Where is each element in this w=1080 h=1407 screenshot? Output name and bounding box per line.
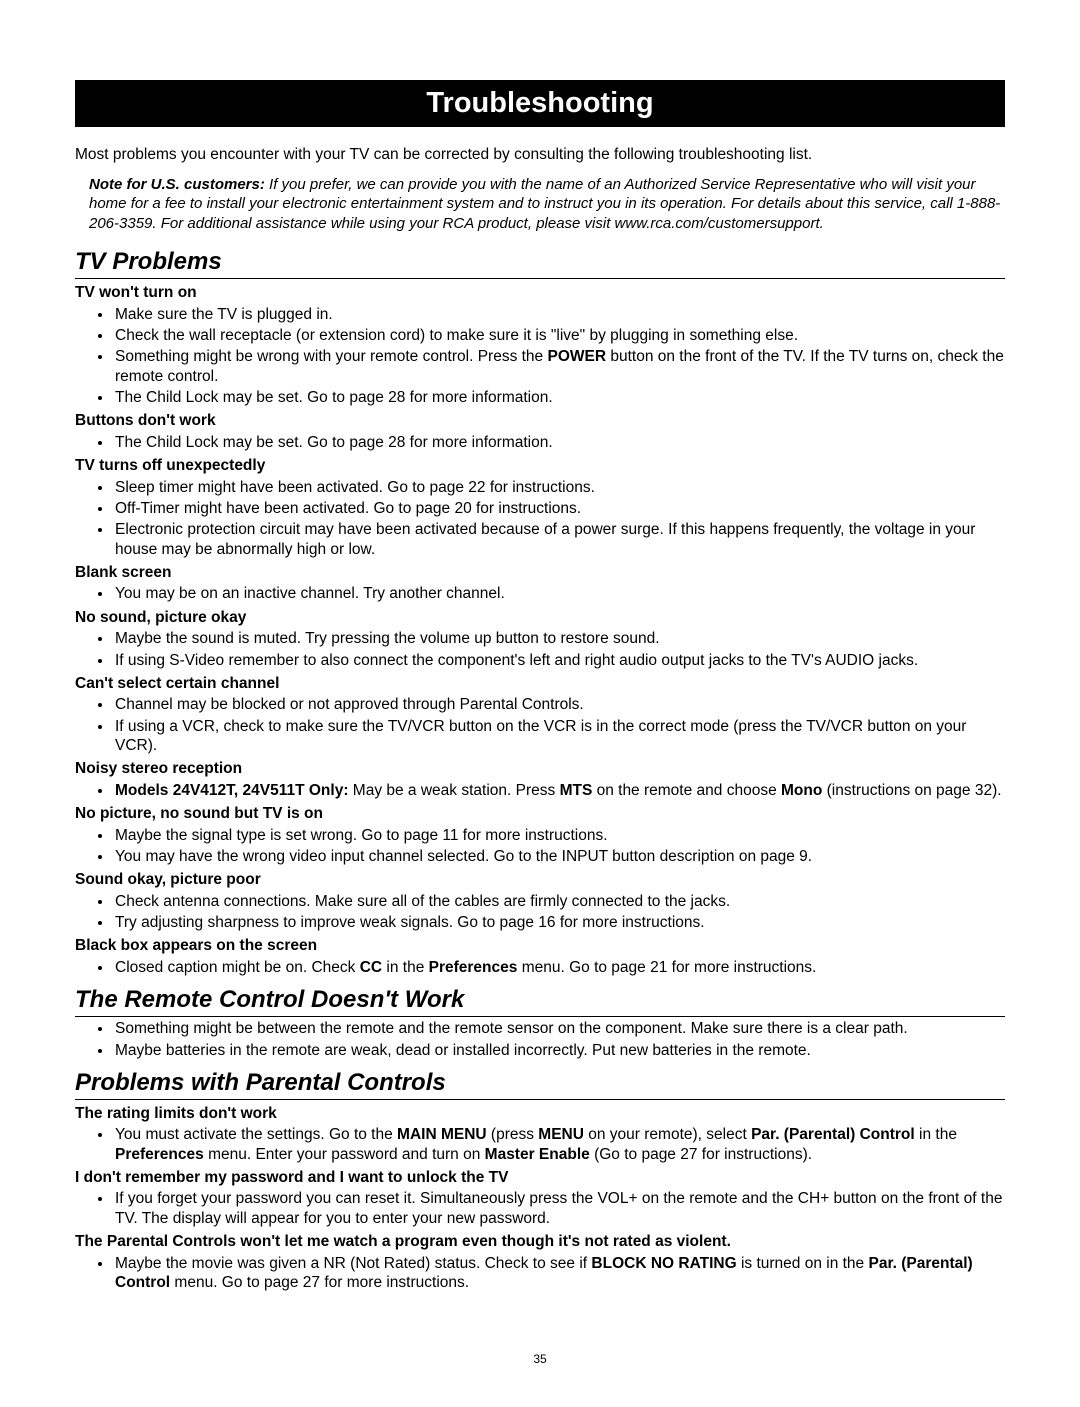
list-item: Check the wall receptacle (or extension … [113, 326, 1005, 345]
subheading: The rating limits don't work [75, 1104, 1005, 1123]
subheading: No sound, picture okay [75, 608, 1005, 627]
subheading: Can't select certain channel [75, 674, 1005, 693]
list-item: Models 24V412T, 24V511T Only: May be a w… [113, 781, 1005, 800]
list-item: You may have the wrong video input chann… [113, 847, 1005, 866]
remote-body: Something might be between the remote an… [75, 1019, 1005, 1060]
bullet-list: Make sure the TV is plugged in. Check the… [75, 305, 1005, 408]
subheading: Blank screen [75, 563, 1005, 582]
section-remote: The Remote Control Doesn't Work [75, 985, 1005, 1017]
list-item: You must activate the settings. Go to th… [113, 1125, 1005, 1164]
section-tv-problems: TV Problems [75, 247, 1005, 279]
bullet-list: Channel may be blocked or not approved t… [75, 695, 1005, 755]
subheading: Buttons don't work [75, 411, 1005, 430]
bullet-list: Maybe the sound is muted. Try pressing t… [75, 629, 1005, 670]
parental-body: The rating limits don't work You must act… [75, 1104, 1005, 1292]
bullet-list: Models 24V412T, 24V511T Only: May be a w… [75, 781, 1005, 800]
list-item: If using S-Video remember to also connec… [113, 651, 1005, 670]
bullet-list: If you forget your password you can rese… [75, 1189, 1005, 1228]
list-item: Electronic protection circuit may have b… [113, 520, 1005, 559]
list-item: Maybe the signal type is set wrong. Go t… [113, 826, 1005, 845]
list-item: Maybe the sound is muted. Try pressing t… [113, 629, 1005, 648]
bullet-list: You must activate the settings. Go to th… [75, 1125, 1005, 1164]
list-item: You may be on an inactive channel. Try a… [113, 584, 1005, 603]
subheading: I don't remember my password and I want … [75, 1168, 1005, 1187]
section-parental: Problems with Parental Controls [75, 1068, 1005, 1100]
list-item: Check antenna connections. Make sure all… [113, 892, 1005, 911]
list-item: Make sure the TV is plugged in. [113, 305, 1005, 324]
tv-problems-body: TV won't turn on Make sure the TV is plug… [75, 283, 1005, 977]
page-number: 35 [75, 1352, 1005, 1367]
subheading: TV turns off unexpectedly [75, 456, 1005, 475]
intro-text: Most problems you encounter with your TV… [75, 145, 1005, 164]
list-item: Sleep timer might have been activated. G… [113, 478, 1005, 497]
list-item: If using a VCR, check to make sure the T… [113, 717, 1005, 756]
list-item: Maybe batteries in the remote are weak, … [113, 1041, 1005, 1060]
list-item: Channel may be blocked or not approved t… [113, 695, 1005, 714]
list-item: Maybe the movie was given a NR (Not Rate… [113, 1254, 1005, 1293]
subheading: The Parental Controls won't let me watch… [75, 1232, 1005, 1251]
bullet-list: Maybe the signal type is set wrong. Go t… [75, 826, 1005, 867]
bullet-list: Sleep timer might have been activated. G… [75, 478, 1005, 560]
bullet-list: The Child Lock may be set. Go to page 28… [75, 433, 1005, 452]
subheading: Black box appears on the screen [75, 936, 1005, 955]
list-item: If you forget your password you can rese… [113, 1189, 1005, 1228]
list-item: Something might be between the remote an… [113, 1019, 1005, 1038]
us-customer-note: Note for U.S. customers: If you prefer, … [89, 175, 1005, 234]
bullet-list: You may be on an inactive channel. Try a… [75, 584, 1005, 603]
subheading: No picture, no sound but TV is on [75, 804, 1005, 823]
subheading: TV won't turn on [75, 283, 1005, 302]
note-lead: Note for U.S. customers: [89, 176, 265, 193]
bullet-list: Maybe the movie was given a NR (Not Rate… [75, 1254, 1005, 1293]
list-item: Something might be wrong with your remot… [113, 347, 1005, 386]
bullet-list: Closed caption might be on. Check CC in … [75, 958, 1005, 977]
page-title: Troubleshooting [75, 80, 1005, 127]
list-item: Closed caption might be on. Check CC in … [113, 958, 1005, 977]
list-item: The Child Lock may be set. Go to page 28… [113, 433, 1005, 452]
bullet-list: Check antenna connections. Make sure all… [75, 892, 1005, 933]
list-item: The Child Lock may be set. Go to page 28… [113, 388, 1005, 407]
list-item: Off-Timer might have been activated. Go … [113, 499, 1005, 518]
subheading: Sound okay, picture poor [75, 870, 1005, 889]
subheading: Noisy stereo reception [75, 759, 1005, 778]
list-item: Try adjusting sharpness to improve weak … [113, 913, 1005, 932]
